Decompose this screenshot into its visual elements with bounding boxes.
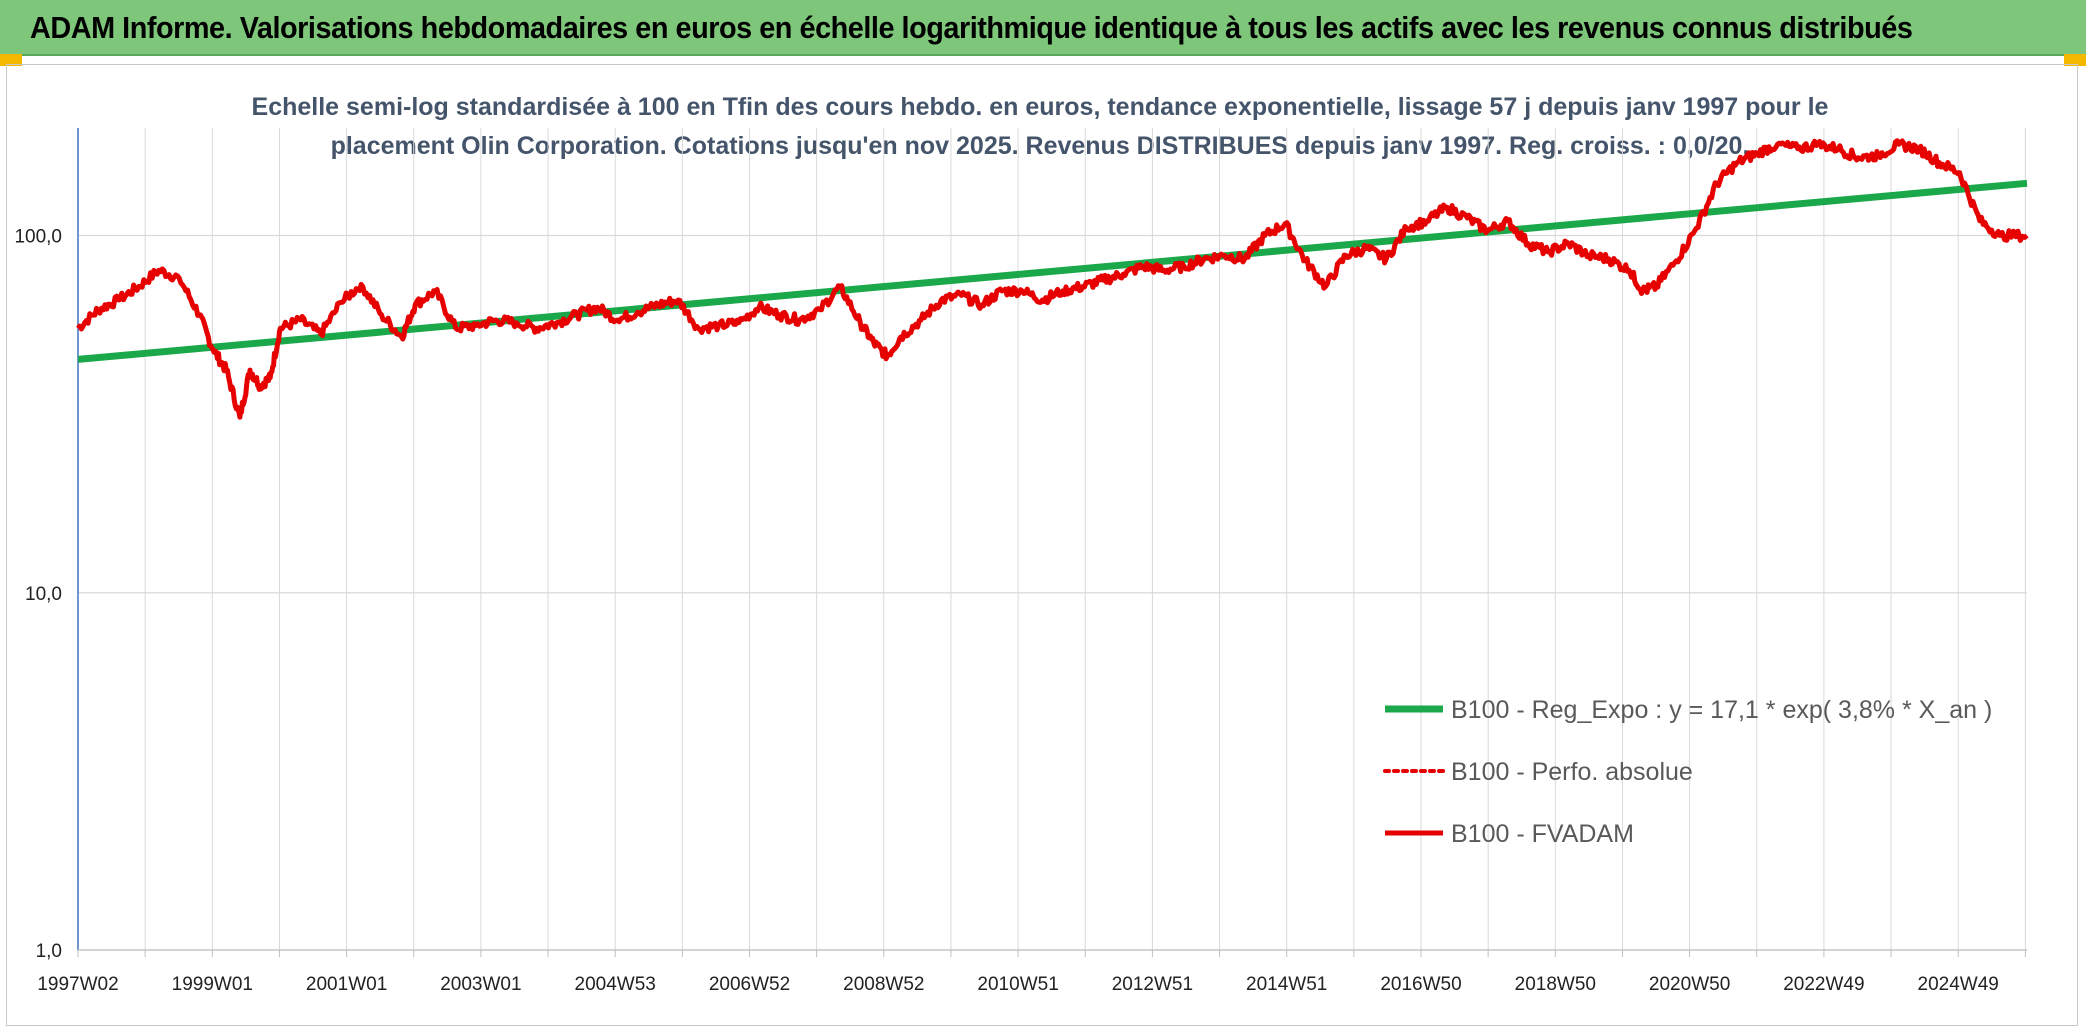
legend-label: B100 - Perfo. absolue	[1451, 758, 1693, 786]
chart-title: Echelle semi-log standardisée à 100 en T…	[220, 88, 1860, 166]
x-tick-label: 2003W01	[440, 974, 521, 995]
chart-title-line-1: Echelle semi-log standardisée à 100 en T…	[251, 93, 1829, 121]
chart-title-line-2: placement Olin Corporation. Cotations ju…	[330, 132, 1750, 160]
x-tick-label: 1999W01	[172, 974, 253, 995]
x-tick-label: 1997W02	[37, 974, 118, 995]
x-tick-label: 2010W51	[977, 974, 1058, 995]
y-tick-label: 1,0	[36, 941, 62, 962]
y-tick-label: 100,0	[14, 227, 62, 248]
x-tick-label: 2006W52	[709, 974, 790, 995]
x-tick-label: 2012W51	[1112, 974, 1193, 995]
x-tick-label: 2016W50	[1380, 974, 1461, 995]
series-line-fvadam	[76, 138, 2029, 420]
header-banner: ADAM Informe. Valorisations hebdomadaire…	[0, 0, 2086, 56]
series-layer	[76, 138, 2029, 420]
chart-frame	[6, 64, 2078, 1026]
series-line-reg-expo	[77, 179, 2028, 363]
legend-label: B100 - FVADAM	[1451, 820, 1634, 848]
corner-accent-right	[2064, 54, 2086, 66]
x-tick-label: 2018W50	[1515, 974, 1596, 995]
x-tick-label: 2024W49	[1918, 974, 1999, 995]
axes: 1,0 10,0 100,0 1997W02 1999W01 2001W01 2003W01…	[14, 128, 2027, 995]
x-tick-label: 2020W50	[1649, 974, 1730, 995]
x-tick-label: 2008W52	[843, 974, 924, 995]
x-tick-label: 2001W01	[306, 974, 387, 995]
legend-label: B100 - Reg_Expo : y = 17,1 * exp( 3,8% *…	[1451, 696, 1992, 724]
report-title: ADAM Informe. Valorisations hebdomadaire…	[30, 10, 1913, 45]
x-tick-label: 2004W53	[575, 974, 656, 995]
legend: B100 - Reg_Expo : y = 17,1 * exp( 3,8% *…	[1383, 696, 1992, 848]
x-tick-label: 2022W49	[1783, 974, 1864, 995]
y-tick-label: 10,0	[25, 584, 62, 605]
corner-accent-left	[0, 54, 22, 66]
grid-lines	[77, 128, 2027, 951]
x-tick-label: 2014W51	[1246, 974, 1327, 995]
